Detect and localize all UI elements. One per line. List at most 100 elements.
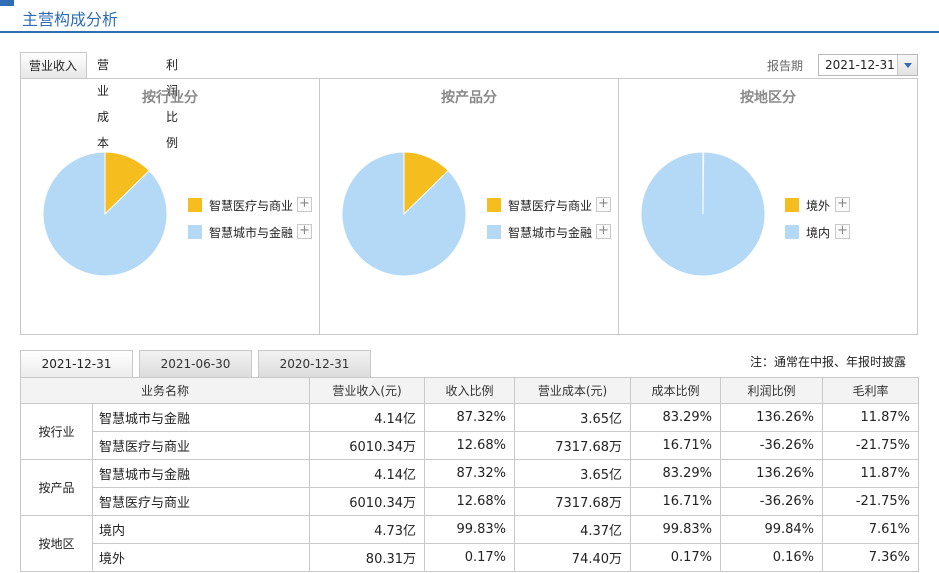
expand-icon[interactable]: + [835, 197, 850, 212]
value-cell: 99.84% [720, 515, 824, 544]
legend-label: 智慧城市与金融 [209, 226, 294, 240]
legend-swatch-yellow [785, 198, 799, 212]
pie-charts: 按行业分 智慧医疗与商业 + 智慧城市与金融 + 按产品分 智慧医疗与商业 + … [20, 78, 918, 335]
group-label: 按地区 [20, 515, 93, 572]
business-name-cell: 智慧城市与金融 [92, 459, 311, 488]
report-period-value: 2021-12-31 [825, 58, 895, 72]
value-cell: 136.26% [720, 459, 824, 488]
pie-slice[interactable] [42, 151, 168, 277]
legend-item[interactable]: 智慧城市与金融 + [487, 224, 615, 240]
business-name-cell: 境外 [92, 543, 311, 572]
expand-icon[interactable]: + [596, 197, 611, 212]
tab-profit-ratio[interactable]: 利润比例 [166, 58, 179, 150]
value-cell: 3.65亿 [514, 459, 632, 488]
tab-date-2021-12-31[interactable]: 2021-12-31 [20, 350, 133, 377]
pie-chart-product [341, 151, 467, 277]
value-cell: 74.40万 [514, 543, 632, 572]
group-label: 按产品 [20, 459, 93, 516]
value-cell: 6010.34万 [309, 431, 426, 460]
group-label: 按行业 [20, 403, 93, 460]
value-cell: 80.31万 [309, 543, 426, 572]
expand-icon[interactable]: + [297, 224, 312, 239]
pie-slice[interactable] [640, 151, 766, 277]
panel-title: 按行业分 [142, 90, 198, 106]
col-header-profit-ratio: 利润比例 [720, 377, 824, 404]
report-period-label: 报告期 [767, 59, 804, 73]
value-cell: 4.73亿 [309, 515, 426, 544]
tab-date-2021-06-30[interactable]: 2021-06-30 [139, 350, 252, 377]
legend-item[interactable]: 境内 + [785, 224, 855, 240]
chart-panel-region: 按地区分 境外 + 境内 + [619, 79, 917, 334]
legend-swatch-blue [487, 225, 501, 239]
legend-swatch-blue [785, 225, 799, 239]
value-cell: -21.75% [822, 431, 920, 460]
value-cell: 99.83% [424, 515, 516, 544]
business-name-cell: 智慧城市与金融 [92, 403, 311, 432]
panel-title: 按产品分 [441, 90, 497, 106]
value-cell: 12.68% [424, 487, 516, 516]
expand-icon[interactable]: + [596, 224, 611, 239]
col-header-revenue: 营业收入(元) [309, 377, 426, 404]
value-cell: 4.37亿 [514, 515, 632, 544]
legend-item[interactable]: 智慧医疗与商业 + [188, 197, 316, 213]
value-cell: 12.68% [424, 431, 516, 460]
header-underline [0, 31, 939, 33]
value-cell: -36.26% [720, 431, 824, 460]
value-cell: 6010.34万 [309, 487, 426, 516]
col-header-gross-margin: 毛利率 [822, 377, 920, 404]
expand-icon[interactable]: + [297, 197, 312, 212]
chart-panel-industry: 按行业分 智慧医疗与商业 + 智慧城市与金融 + [21, 79, 320, 334]
value-cell: 4.14亿 [309, 403, 426, 432]
legend-label: 智慧医疗与商业 [508, 199, 593, 213]
legend-label: 智慧医疗与商业 [209, 199, 294, 213]
value-cell: 7317.68万 [514, 487, 632, 516]
value-cell: 0.17% [630, 543, 722, 572]
table-row: 境外 80.31万 0.17% 74.40万 0.17% 0.16% 7.36% [21, 543, 920, 572]
dropdown-button[interactable] [897, 55, 917, 75]
legend-item[interactable]: 境外 + [785, 197, 855, 213]
legend-item[interactable]: 智慧医疗与商业 + [487, 197, 615, 213]
legend-item[interactable]: 智慧城市与金融 + [188, 224, 316, 240]
value-cell: 0.16% [720, 543, 824, 572]
value-cell: 99.83% [630, 515, 722, 544]
table-row: 智慧医疗与商业 6010.34万 12.68% 7317.68万 16.71% -36.2… [21, 431, 920, 460]
value-cell: 16.71% [630, 431, 722, 460]
value-cell: 3.65亿 [514, 403, 632, 432]
pie-chart-region [640, 151, 766, 277]
col-header-cost-ratio: 成本比例 [630, 377, 722, 404]
expand-icon[interactable]: + [835, 224, 850, 239]
pie-slice[interactable] [341, 151, 467, 277]
pie-chart-industry [42, 151, 168, 277]
col-header-cost: 营业成本(元) [514, 377, 632, 404]
legend-label: 境内 [806, 226, 831, 240]
tab-date-2020-12-31[interactable]: 2020-12-31 [258, 350, 371, 377]
header-accent [0, 0, 14, 6]
tab-revenue[interactable]: 营业收入 [20, 52, 87, 79]
legend-label: 智慧城市与金融 [508, 226, 593, 240]
value-cell: 7.61% [822, 515, 920, 544]
legend-label: 境外 [806, 199, 831, 213]
disclosure-note: 注：通常在中报、年报时披露 [750, 355, 907, 369]
business-composition-table: 业务名称 营业收入(元) 收入比例 营业成本(元) 成本比例 利润比例 毛利率 … [19, 377, 920, 572]
business-name-cell: 智慧医疗与商业 [92, 487, 311, 516]
value-cell: 87.32% [424, 459, 516, 488]
report-period-select[interactable]: 2021-12-31 [818, 54, 918, 76]
table-row: 按行业 智慧城市与金融 4.14亿 87.32% 3.65亿 83.29% 136.26% 1… [20, 403, 920, 460]
section-title: 主营构成分析 [22, 10, 119, 29]
business-name-cell: 智慧医疗与商业 [92, 431, 311, 460]
legend-swatch-yellow [188, 198, 202, 212]
value-cell: 11.87% [822, 403, 920, 432]
chevron-down-icon [904, 63, 912, 68]
value-cell: 11.87% [822, 459, 920, 488]
table-header-row: 业务名称 营业收入(元) 收入比例 营业成本(元) 成本比例 利润比例 毛利率 [19, 377, 920, 404]
legend-swatch-yellow [487, 198, 501, 212]
value-cell: 7.36% [822, 543, 920, 572]
table-row: 智慧医疗与商业 6010.34万 12.68% 7317.68万 16.71% -36.2… [21, 487, 920, 516]
chart-panel-product: 按产品分 智慧医疗与商业 + 智慧城市与金融 + [320, 79, 619, 334]
value-cell: 0.17% [424, 543, 516, 572]
col-header-business: 业务名称 [19, 377, 311, 404]
tab-cost[interactable]: 营业成本 [97, 58, 110, 150]
value-cell: 4.14亿 [309, 459, 426, 488]
panel-title: 按地区分 [740, 90, 796, 106]
value-cell: 7317.68万 [514, 431, 632, 460]
